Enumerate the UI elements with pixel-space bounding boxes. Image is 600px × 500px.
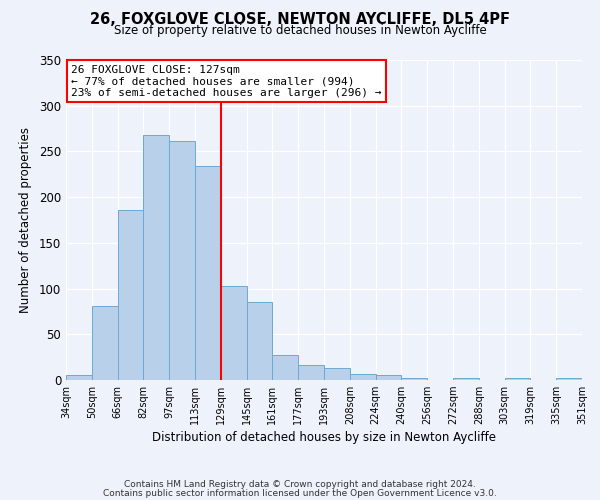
Bar — [247, 302, 272, 380]
Bar — [556, 378, 582, 380]
Bar — [453, 378, 479, 380]
Bar — [195, 166, 221, 380]
Y-axis label: Number of detached properties: Number of detached properties — [19, 127, 32, 313]
Text: Contains HM Land Registry data © Crown copyright and database right 2024.: Contains HM Land Registry data © Crown c… — [124, 480, 476, 489]
Text: Size of property relative to detached houses in Newton Aycliffe: Size of property relative to detached ho… — [113, 24, 487, 37]
Bar — [169, 142, 195, 380]
Bar — [324, 368, 350, 380]
Bar — [350, 374, 376, 380]
Text: Contains public sector information licensed under the Open Government Licence v3: Contains public sector information licen… — [103, 488, 497, 498]
Bar — [143, 135, 169, 380]
Bar — [298, 366, 324, 380]
Bar — [221, 286, 247, 380]
Bar — [118, 210, 143, 380]
Bar — [505, 378, 530, 380]
Text: 26 FOXGLOVE CLOSE: 127sqm
← 77% of detached houses are smaller (994)
23% of semi: 26 FOXGLOVE CLOSE: 127sqm ← 77% of detac… — [71, 65, 382, 98]
Bar — [66, 374, 92, 380]
Text: 26, FOXGLOVE CLOSE, NEWTON AYCLIFFE, DL5 4PF: 26, FOXGLOVE CLOSE, NEWTON AYCLIFFE, DL5… — [90, 12, 510, 28]
Bar — [272, 356, 298, 380]
Bar — [376, 376, 401, 380]
X-axis label: Distribution of detached houses by size in Newton Aycliffe: Distribution of detached houses by size … — [152, 432, 496, 444]
Bar — [401, 378, 427, 380]
Bar — [92, 306, 118, 380]
